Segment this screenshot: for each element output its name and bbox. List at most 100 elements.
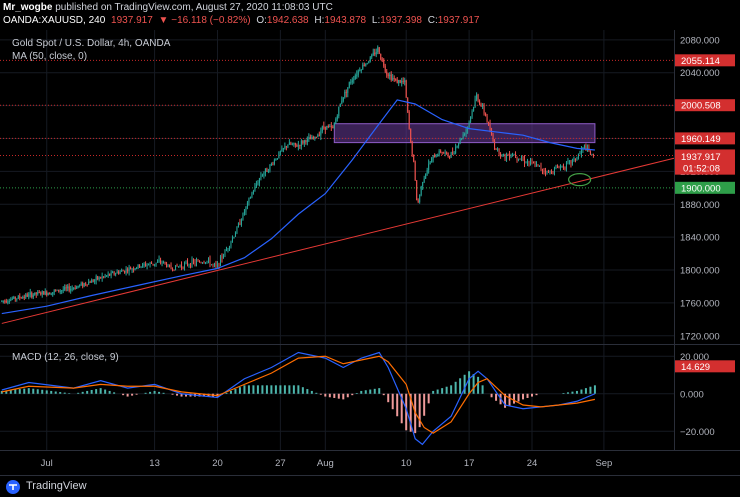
candle-body bbox=[17, 296, 19, 299]
candle-body bbox=[416, 180, 418, 201]
candle-body bbox=[52, 292, 54, 295]
candle-body bbox=[257, 183, 259, 185]
price-tick-label: 1880.000 bbox=[680, 200, 720, 211]
candle-body bbox=[423, 178, 425, 183]
candle-body bbox=[571, 159, 573, 164]
candle-body bbox=[537, 164, 539, 166]
candle-body bbox=[497, 148, 499, 150]
level-tag: 1900.000 bbox=[681, 183, 721, 194]
candle-body bbox=[294, 142, 296, 145]
candle-body bbox=[384, 65, 386, 72]
candle-body bbox=[491, 131, 493, 135]
candle-body bbox=[152, 263, 154, 265]
author-name[interactable]: Mr_wogbe bbox=[3, 2, 53, 13]
candle-body bbox=[65, 287, 67, 289]
candle-body bbox=[239, 223, 241, 225]
candle-body bbox=[200, 262, 202, 264]
candle-body bbox=[227, 248, 229, 250]
candle-body bbox=[440, 150, 442, 153]
candle-body bbox=[10, 299, 12, 301]
candle-body bbox=[73, 287, 75, 289]
candle-body bbox=[176, 265, 178, 267]
candle-body bbox=[125, 269, 127, 273]
candle-body bbox=[20, 297, 22, 299]
tradingview-brand[interactable]: TradingView bbox=[26, 480, 87, 492]
candle-body bbox=[393, 77, 395, 79]
candle-body bbox=[288, 142, 290, 145]
candle-body bbox=[486, 115, 488, 122]
candle-body bbox=[567, 161, 569, 163]
candle-body bbox=[564, 167, 566, 169]
candle-body bbox=[420, 186, 422, 195]
candle-body bbox=[383, 59, 385, 66]
candle-body bbox=[146, 264, 148, 266]
candle-body bbox=[405, 80, 407, 98]
candle-body bbox=[500, 154, 502, 156]
candle-body bbox=[172, 268, 174, 270]
candle-body bbox=[336, 116, 338, 120]
candle-body bbox=[261, 175, 263, 177]
tradingview-logo-icon[interactable] bbox=[5, 479, 25, 495]
candle-body bbox=[291, 144, 293, 146]
candle-body bbox=[518, 158, 520, 160]
candle-body bbox=[179, 265, 181, 267]
ohlc-row: OANDA:XAUUSD, 240 1937.917 ▼ −16.118 (−0… bbox=[3, 15, 482, 26]
candle-body bbox=[527, 161, 529, 163]
candle-body bbox=[175, 265, 177, 271]
candle-body bbox=[47, 292, 49, 295]
candle-body bbox=[7, 301, 9, 303]
candle-body bbox=[201, 262, 203, 264]
candle-body bbox=[494, 141, 496, 149]
candle-body bbox=[2, 300, 4, 302]
candle-body bbox=[145, 263, 147, 266]
candle-body bbox=[293, 142, 295, 145]
candle-body bbox=[366, 63, 368, 65]
candle-body bbox=[169, 264, 171, 266]
level-tag: 2000.508 bbox=[681, 101, 721, 112]
candle-body bbox=[254, 186, 256, 192]
last-price: 1937.917 bbox=[111, 15, 153, 26]
candle-body bbox=[26, 294, 28, 297]
candle-body bbox=[541, 169, 543, 171]
candle-body bbox=[344, 91, 346, 98]
candle-body bbox=[339, 103, 341, 107]
candle-body bbox=[228, 246, 230, 249]
candle-body bbox=[173, 269, 175, 271]
candle-body bbox=[148, 264, 150, 266]
candle-body bbox=[414, 161, 416, 181]
candle-body bbox=[464, 134, 466, 136]
candle-body bbox=[296, 144, 298, 147]
candle-body bbox=[77, 285, 79, 287]
candle-body bbox=[323, 126, 325, 128]
time-tick-label: Sep bbox=[595, 458, 612, 469]
candle-body bbox=[158, 260, 160, 262]
candle-body bbox=[449, 156, 451, 158]
candle-body bbox=[492, 134, 494, 142]
candle-body bbox=[399, 80, 401, 83]
candle-body bbox=[139, 264, 141, 268]
candle-body bbox=[103, 276, 105, 278]
candle-body bbox=[345, 91, 347, 93]
candle-body bbox=[372, 52, 374, 56]
candle-body bbox=[178, 266, 180, 268]
candle-body bbox=[333, 123, 335, 128]
trendline bbox=[1, 157, 675, 324]
candle-body bbox=[37, 291, 39, 295]
candle-body bbox=[267, 170, 269, 172]
close-value: 1937.917 bbox=[437, 15, 480, 26]
candle-body bbox=[67, 286, 69, 289]
candle-body bbox=[212, 264, 214, 266]
candle-body bbox=[266, 168, 268, 172]
candle-body bbox=[79, 284, 81, 286]
candle-body bbox=[13, 296, 15, 299]
time-tick-label: 13 bbox=[149, 458, 160, 469]
close-label: C: bbox=[427, 15, 438, 26]
candle-body bbox=[347, 87, 349, 93]
candle-body bbox=[43, 291, 45, 295]
candle-body bbox=[236, 227, 238, 234]
time-tick-label: Aug bbox=[317, 458, 334, 469]
candle-body bbox=[498, 148, 500, 155]
candle-body bbox=[519, 158, 521, 160]
candle-body bbox=[182, 266, 184, 268]
